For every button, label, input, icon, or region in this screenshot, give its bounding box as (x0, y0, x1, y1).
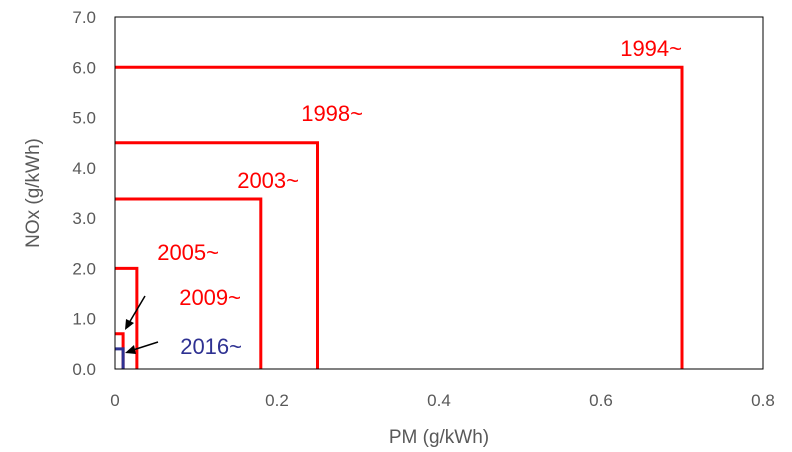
x-tick-label: 0.8 (751, 391, 775, 410)
limit-line-2005 (115, 266, 139, 369)
era-labels: 1994~ 1998~ 2003~ 2005~ 2009~ 2016~ (157, 36, 682, 359)
limit-line-2016 (115, 347, 125, 369)
y-tick-label: 1.0 (72, 310, 96, 329)
y-tick-label: 2.0 (72, 259, 96, 278)
y-tick-label: 4.0 (72, 159, 96, 178)
arrow-2016 (132, 341, 159, 351)
limit-line-1998 (115, 141, 319, 369)
x-tick-label: 0.4 (427, 391, 451, 410)
x-axis-title: PM (g/kWh) (389, 427, 489, 448)
limit-line-1994 (115, 65, 684, 369)
arrowhead-2016 (125, 345, 136, 354)
x-tick-label: 0.2 (265, 391, 289, 410)
era-label-2016: 2016~ (180, 334, 242, 359)
era-label-1994: 1994~ (620, 36, 682, 61)
y-tick-label: 3.0 (72, 209, 96, 228)
plot-area (114, 16, 764, 370)
x-tick-labels: 0 0.2 0.4 0.6 0.8 (110, 391, 775, 410)
y-tick-label: 7.0 (72, 8, 96, 27)
arrowhead-2009 (125, 319, 134, 330)
limit-line-2003 (115, 197, 263, 369)
y-tick-labels: 0.0 1.0 2.0 3.0 4.0 5.0 6.0 7.0 (72, 8, 96, 379)
y-axis-title: NOx (g/kWh) (23, 138, 44, 248)
y-tick-label: 5.0 (72, 109, 96, 128)
y-tick-label: 6.0 (72, 58, 96, 77)
limit-lines (115, 65, 684, 369)
arrow-2009 (128, 295, 146, 324)
x-tick-label: 0 (110, 391, 119, 410)
y-tick-label: 0.0 (72, 360, 96, 379)
era-label-2003: 2003~ (237, 168, 299, 193)
era-label-1998: 1998~ (301, 101, 363, 126)
era-label-2009: 2009~ (179, 285, 241, 310)
annotation-arrows (125, 295, 159, 354)
era-label-2005: 2005~ (157, 240, 219, 265)
x-tick-label: 0.6 (589, 391, 613, 410)
